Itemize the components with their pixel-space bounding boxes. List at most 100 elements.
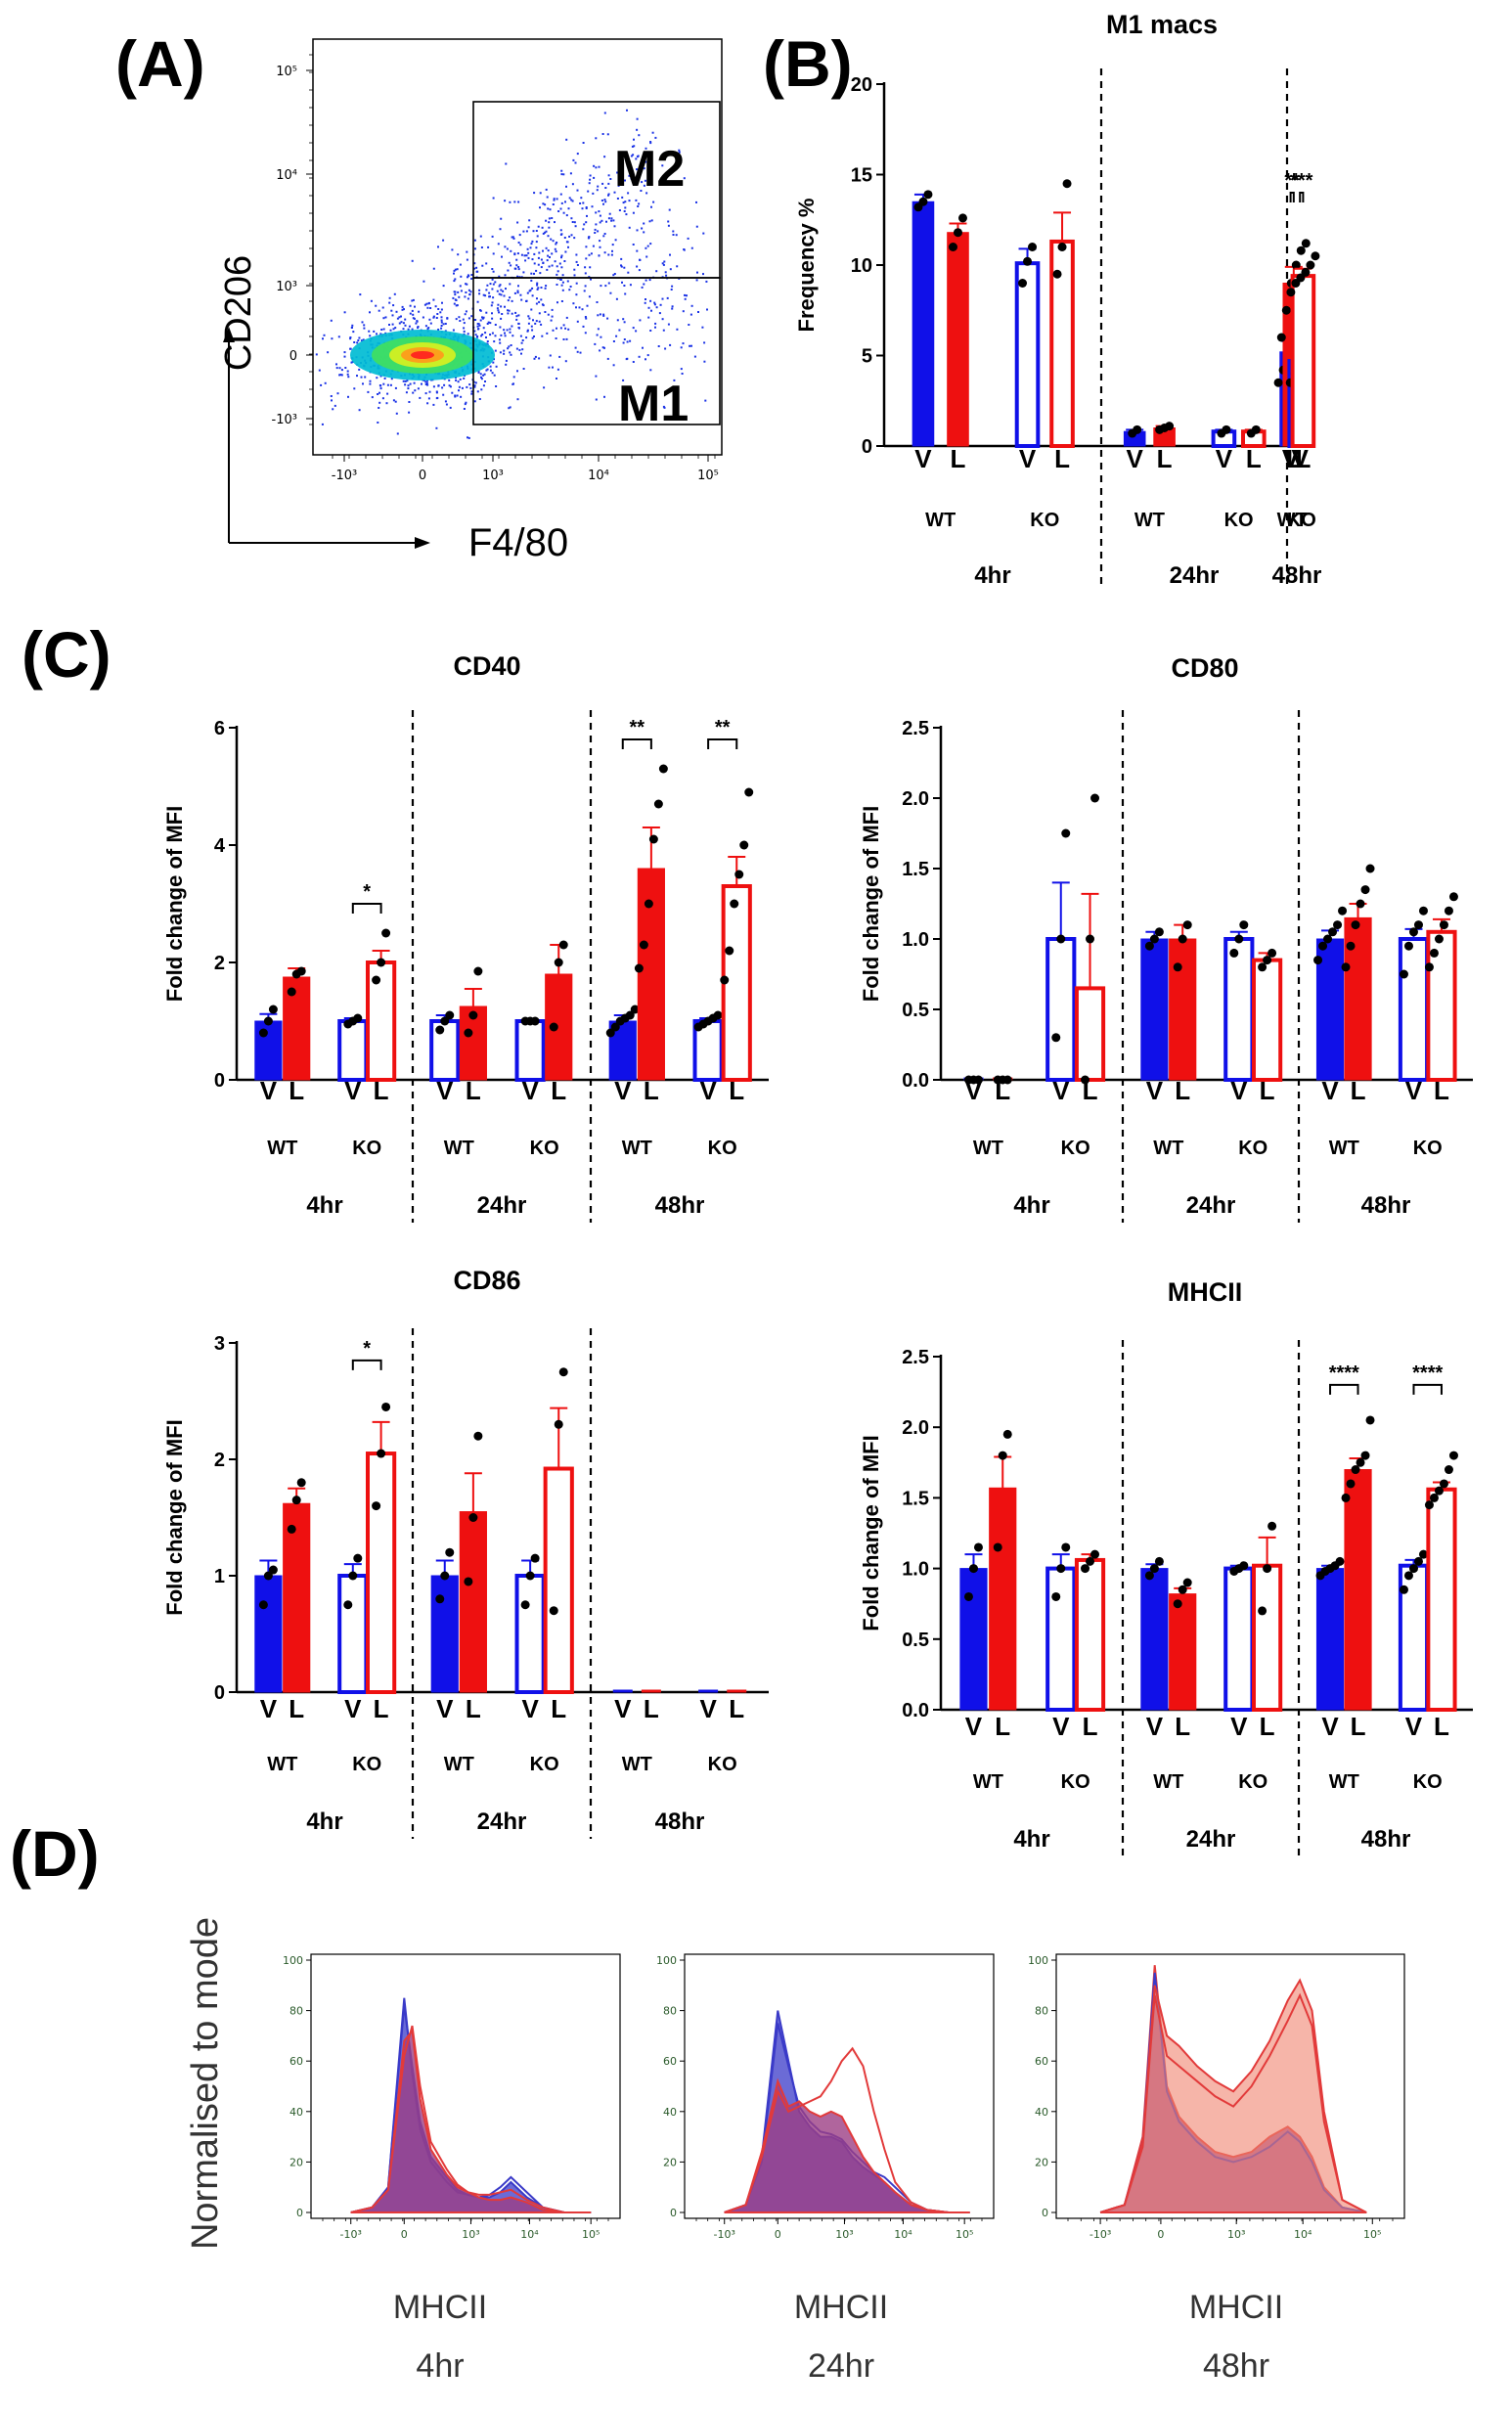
- flow-event: [476, 270, 479, 273]
- data-point: [549, 1606, 558, 1616]
- flow-event: [649, 330, 652, 332]
- flow-event: [480, 388, 483, 391]
- flow-event: [505, 288, 507, 290]
- flow-event: [330, 319, 333, 322]
- flow-event: [637, 155, 640, 157]
- flow-event: [612, 274, 615, 277]
- flow-event: [512, 237, 515, 240]
- data-point: [348, 1571, 358, 1581]
- flow-event: [409, 304, 412, 307]
- data-point: [377, 1449, 386, 1458]
- flow-event: [421, 382, 422, 385]
- flow-event: [498, 285, 501, 288]
- flow-event: [562, 324, 565, 327]
- data-point: [725, 946, 734, 956]
- hist-timepoint-label: 4hr: [416, 2347, 464, 2385]
- flow-event: [643, 283, 645, 286]
- flow-event: [506, 247, 509, 250]
- data-point: [558, 1367, 568, 1377]
- flow-event: [476, 323, 479, 325]
- flow-event: [343, 311, 346, 314]
- flow-event: [462, 318, 465, 321]
- flow-event: [336, 392, 339, 395]
- flow-event: [538, 300, 541, 303]
- y-tick-label: 5: [862, 346, 872, 368]
- condition-label: V: [521, 1076, 539, 1105]
- flow-event: [703, 341, 706, 344]
- flow-ticks: -10³ 0 10³ 10⁴ 10⁵ 10⁵ 10⁴ 10³ 0 -10³: [272, 54, 719, 483]
- flow-event: [684, 293, 686, 296]
- flow-event: [503, 352, 506, 355]
- condition-label: L: [374, 1076, 389, 1105]
- data-point: [440, 1571, 450, 1581]
- data-point: [520, 1600, 530, 1610]
- flow-event: [541, 226, 544, 229]
- flow-event: [451, 248, 454, 251]
- flow-event: [603, 395, 605, 398]
- flow-event: [590, 278, 592, 281]
- flow-event: [497, 303, 500, 306]
- genotype-label: WT: [622, 1138, 652, 1159]
- flow-event: [552, 240, 555, 243]
- flow-event: [492, 270, 495, 273]
- flow-event: [614, 239, 617, 242]
- flow-event: [457, 380, 460, 383]
- flow-event: [570, 234, 573, 237]
- flow-event: [432, 385, 435, 388]
- y-tick-label: 0.5: [902, 1000, 929, 1021]
- flow-event: [425, 382, 428, 384]
- flow-event: [465, 310, 467, 313]
- data-point: [263, 1016, 273, 1026]
- data-point: [1403, 941, 1413, 951]
- flow-event: [632, 211, 635, 214]
- data-point: [1323, 934, 1333, 944]
- flow-event: [498, 311, 501, 314]
- chart-cd80: CD80 Fold change of MFI 0.0 0.5 1.0 1.5 2.0 2.5…: [859, 653, 1473, 1223]
- data-point: [1408, 1564, 1418, 1574]
- data-point: [287, 1524, 296, 1534]
- flow-event: [648, 174, 651, 177]
- flow-event: [404, 383, 407, 386]
- data-point: [1182, 920, 1192, 930]
- flow-event: [583, 223, 586, 226]
- flow-event: [520, 298, 523, 301]
- flow-event: [498, 292, 501, 295]
- flow-event: [465, 283, 467, 286]
- flow-event: [547, 254, 550, 257]
- flow-event: [523, 254, 526, 257]
- flow-event: [491, 301, 494, 304]
- flow-event: [455, 304, 458, 307]
- data-point: [1051, 1033, 1061, 1043]
- flow-event: [623, 321, 626, 324]
- flow-event: [662, 405, 665, 408]
- flow-event: [667, 323, 670, 326]
- flow-event: [560, 284, 563, 287]
- flow-event: [504, 332, 506, 335]
- flow-event: [485, 369, 488, 372]
- flow-event: [473, 330, 476, 333]
- flow-event: [457, 253, 460, 256]
- flow-event: [545, 230, 548, 233]
- flow-event: [503, 329, 506, 332]
- data-point: [1333, 920, 1343, 930]
- flow-event: [412, 391, 415, 394]
- flow-event: [610, 253, 613, 256]
- flow-event: [467, 297, 469, 300]
- flow-event: [459, 285, 462, 288]
- flow-event: [362, 338, 365, 341]
- flow-event: [599, 246, 601, 248]
- flow-event: [622, 341, 625, 344]
- flow-event: [468, 293, 471, 296]
- flow-event: [460, 275, 463, 278]
- hist-y-tick-label: 60: [663, 2055, 677, 2068]
- flow-event: [413, 317, 416, 320]
- flow-event: [494, 335, 497, 337]
- genotype-label: KO: [1413, 1138, 1443, 1159]
- flow-event: [414, 305, 416, 308]
- flow-event: [570, 199, 573, 201]
- bar-4hr-KO-L: [366, 1452, 397, 1695]
- bar-48hr-KO-V: [1398, 937, 1430, 1082]
- condition-label: V: [1052, 1712, 1070, 1741]
- flow-event: [508, 261, 511, 264]
- flow-event: [381, 306, 384, 309]
